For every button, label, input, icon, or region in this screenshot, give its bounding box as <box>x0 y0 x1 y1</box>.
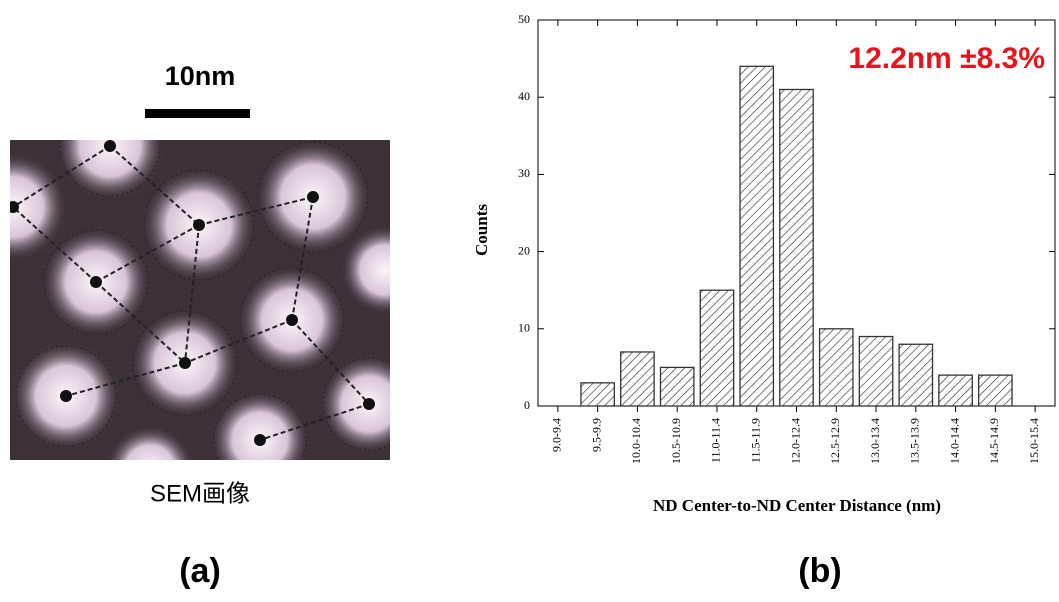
x-tick-label: 12.0-12.4 <box>788 418 802 464</box>
bar <box>739 65 775 407</box>
x-axis-label: ND Center-to-ND Center Distance (nm) <box>653 496 941 515</box>
chart: Counts ND Center-to-ND Center Distance (… <box>472 12 1056 515</box>
y-axis-label: Counts <box>472 204 491 256</box>
x-tick-label: 15.0-15.4 <box>1027 418 1041 464</box>
bar <box>699 289 735 407</box>
y-tick-label: 20 <box>518 243 530 257</box>
bar <box>620 351 655 407</box>
y-tick-label: 50 <box>518 12 530 26</box>
y-tick-label: 40 <box>518 89 530 103</box>
image-caption: SEM画像 <box>150 480 250 507</box>
y-tick-label: 30 <box>518 166 530 180</box>
sem-image <box>10 140 390 460</box>
x-tick-label: 14.5-14.9 <box>987 418 1001 464</box>
scale-label: 10nm <box>165 61 236 91</box>
x-tick-label: 10.5-10.9 <box>669 418 683 464</box>
x-tick-label: 11.5-11.9 <box>748 418 762 463</box>
panel-label: (a) <box>179 552 221 590</box>
y-tick-label: 0 <box>524 398 530 412</box>
bar <box>818 328 854 407</box>
annotation: 12.2nm ±8.3% <box>848 42 1045 75</box>
x-tick-label: 14.0-14.4 <box>947 418 961 464</box>
x-tick-label: 10.0-10.4 <box>629 418 643 464</box>
bar <box>659 366 695 407</box>
x-tick-label: 11.0-11.4 <box>709 418 723 463</box>
bar <box>858 335 894 407</box>
scale-bar <box>145 109 250 118</box>
x-tick-label: 13.5-13.9 <box>908 418 922 464</box>
bar <box>779 88 814 407</box>
bar <box>580 382 616 407</box>
x-tick-label: 13.0-13.4 <box>868 418 882 464</box>
bar <box>977 374 1013 407</box>
panel-label: (b) <box>798 552 841 590</box>
x-tick-label: 9.5-9.9 <box>589 418 603 452</box>
bar <box>898 343 934 407</box>
x-tick-label: 9.0-9.4 <box>550 418 564 452</box>
bar <box>938 374 973 407</box>
x-tick-label: 12.5-12.9 <box>828 418 842 464</box>
y-tick-label: 10 <box>518 321 530 335</box>
